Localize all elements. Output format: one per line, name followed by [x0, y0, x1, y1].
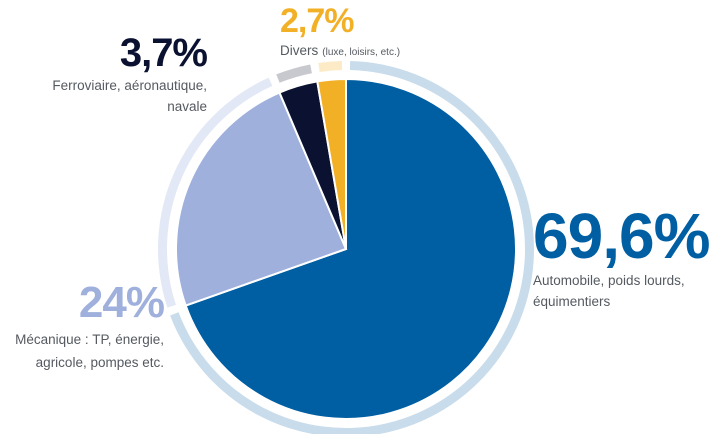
value-ferroviaire: 3,7% — [119, 31, 208, 75]
ring-segment-mecanique — [158, 77, 273, 308]
label-automobile: 69,6% Automobile, poids lourds, équiment… — [533, 200, 710, 310]
label-ferroviaire: 3,7% Ferroviaire, aéronautique, navale — [52, 31, 208, 115]
desc-automobile-line2: équimentiers — [533, 294, 611, 309]
desc-divers-detail: (luxe, loisirs, etc.) — [322, 47, 401, 58]
desc-divers-main: Divers — [280, 43, 319, 58]
value-mecanique: 24% — [78, 278, 165, 327]
ring-segment-divers — [318, 61, 343, 72]
pie-slice-automobile — [184, 77, 517, 420]
label-divers: 2,7% Divers (luxe, loisirs, etc.) — [280, 4, 400, 61]
desc-ferroviaire-line2: navale — [167, 99, 207, 114]
pie-slices — [175, 77, 517, 420]
desc-mecanique-line1: Mécanique : TP, énergie, — [15, 332, 164, 347]
desc-ferroviaire-line1: Ferroviaire, aéronautique, — [52, 78, 207, 93]
desc-mecanique-line2: agricole, pompes etc. — [35, 355, 164, 370]
label-mecanique: 24% Mécanique : TP, énergie, agricole, p… — [15, 278, 165, 371]
outer-ring — [158, 61, 534, 434]
ring-segment-ferroviaire — [276, 64, 312, 83]
desc-divers: Divers (luxe, loisirs, etc.) — [280, 42, 400, 61]
pie-slice-mecanique — [175, 91, 348, 307]
value-automobile: 69,6% — [533, 200, 710, 272]
value-divers: 2,7% — [280, 2, 355, 40]
desc-automobile-line1: Automobile, poids lourds, — [533, 273, 685, 288]
pie-slice-divers — [316, 77, 347, 250]
